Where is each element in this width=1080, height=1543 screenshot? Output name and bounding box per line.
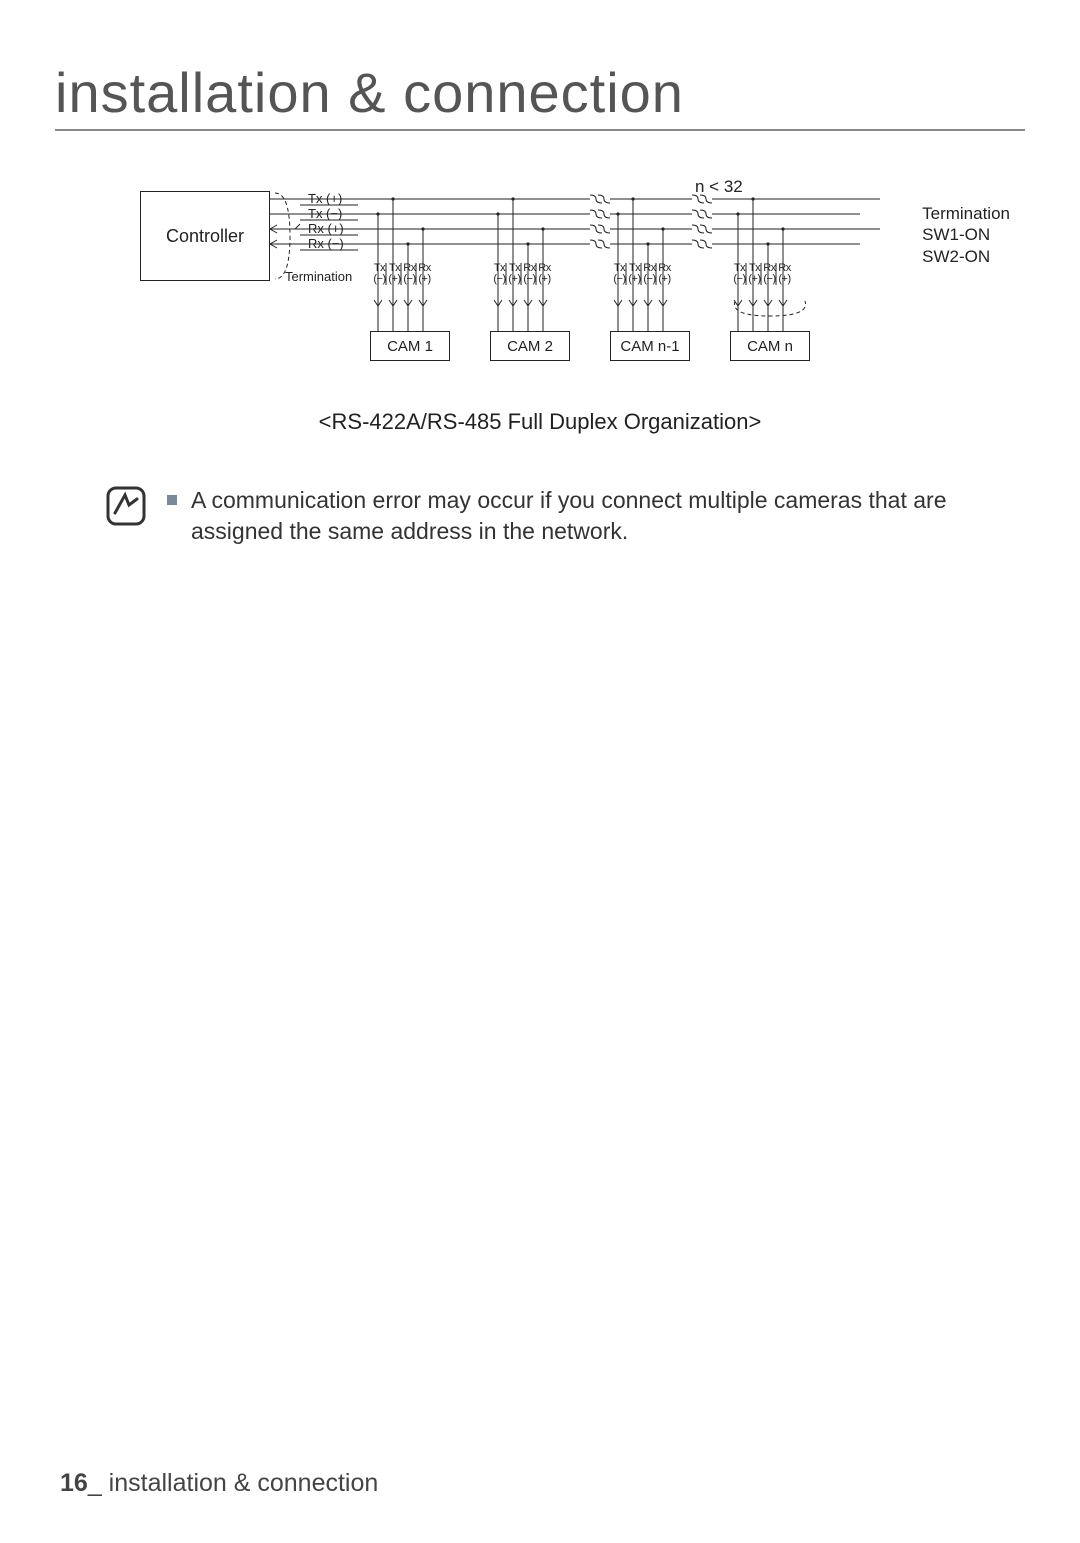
note-text: A communication error may occur if you c… xyxy=(191,485,995,547)
cam-box-n1: CAM n-1 xyxy=(610,331,690,361)
page-title: installation & connection xyxy=(55,60,1025,131)
footer-page-number: 16 xyxy=(60,1469,88,1497)
cam-box-1: CAM 1 xyxy=(370,331,450,361)
diagram-section: Controller Tx (+) Tx (−) Rx (+) Rx (−) T… xyxy=(55,181,1025,485)
cam-box-n: CAM n xyxy=(730,331,810,361)
wiring-diagram: Controller Tx (+) Tx (−) Rx (+) Rx (−) T… xyxy=(140,181,980,381)
pin-label-block: TxTxRxRx(−)(+)(−)(+) xyxy=(732,263,792,285)
pin-label-block: TxTxRxRx(−)(+)(−)(+) xyxy=(372,263,432,285)
pin-label-block: TxTxRxRx(−)(+)(−)(+) xyxy=(492,263,552,285)
bullet-icon xyxy=(167,495,177,505)
page-footer: 16_ installation & connection xyxy=(60,1469,378,1498)
note-icon xyxy=(105,485,147,527)
note-body: A communication error may occur if you c… xyxy=(167,485,995,547)
note-row: A communication error may occur if you c… xyxy=(105,485,995,547)
pin-label-block: TxTxRxRx(−)(+)(−)(+) xyxy=(612,263,672,285)
cam-box-2: CAM 2 xyxy=(490,331,570,361)
footer-text: installation & connection xyxy=(109,1469,379,1497)
footer-sep: _ xyxy=(88,1469,109,1497)
diagram-caption: <RS-422A/RS-485 Full Duplex Organization… xyxy=(319,409,762,435)
